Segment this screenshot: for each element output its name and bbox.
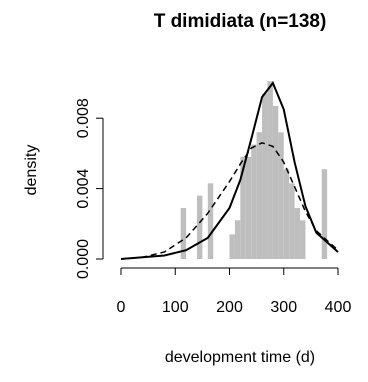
x-axis-label: development time (d) (165, 349, 315, 366)
y-tick-label: 0.008 (75, 98, 92, 138)
bar (272, 105, 279, 259)
bar (234, 220, 241, 259)
x-tick-label: 0 (117, 299, 126, 316)
bar (289, 183, 295, 259)
density-line (120, 142, 339, 260)
bar (240, 156, 246, 259)
bar (180, 207, 187, 259)
x-tick-label: 300 (270, 299, 297, 316)
x-tick-label: 200 (216, 299, 243, 316)
chart-title: T dimidiata (n=138) (154, 11, 327, 32)
bar (267, 81, 273, 260)
bar (229, 234, 235, 259)
density-line (120, 81, 339, 260)
bar (294, 207, 301, 259)
y-tick-label: 0.000 (75, 239, 92, 279)
bar (283, 169, 290, 259)
plot-area (120, 81, 339, 260)
x-tick-label: 400 (325, 299, 352, 316)
y-tick-label: 0.004 (75, 168, 92, 208)
bar (196, 195, 203, 259)
bar (251, 144, 257, 259)
bar (245, 156, 252, 259)
bar (278, 132, 284, 259)
y-axis-label: density (23, 145, 40, 196)
bar (207, 183, 214, 259)
bar (262, 93, 268, 259)
bar (256, 132, 263, 259)
x-tick-label: 100 (162, 299, 189, 316)
bar (300, 220, 306, 259)
bar (321, 169, 328, 259)
